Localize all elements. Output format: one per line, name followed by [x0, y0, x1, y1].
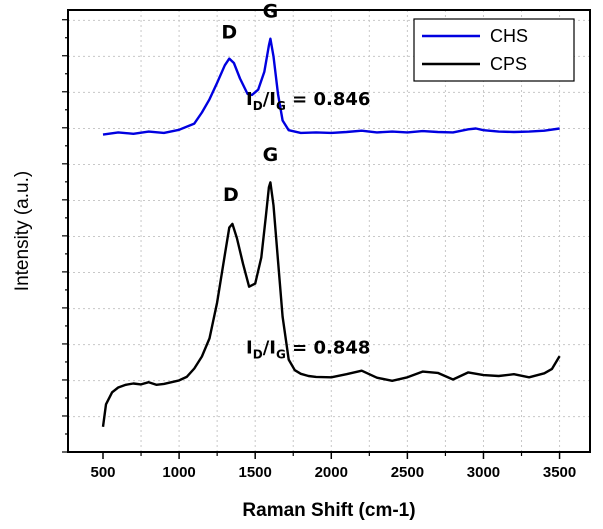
- peak-label-g: G: [263, 1, 279, 23]
- x-tick-label: 1000: [162, 464, 195, 481]
- series-line-cps: [101, 181, 561, 427]
- x-axis-label: Raman Shift (cm-1): [242, 500, 415, 521]
- ratio-part: = 0.848: [286, 337, 371, 358]
- legend-label-chs: CHS: [490, 26, 528, 46]
- plot-frame: [67, 9, 591, 453]
- ratio-subscript: D: [253, 99, 263, 113]
- x-tick-label: 500: [90, 464, 115, 481]
- peak-label-d: D: [223, 184, 239, 206]
- legend: CHS CPS: [413, 18, 575, 82]
- peak-label-d: D: [221, 22, 237, 44]
- x-tick-label: 2500: [391, 464, 424, 481]
- y-axis-label: Intensity (a.u.): [12, 171, 33, 291]
- ratio-subscript: G: [276, 347, 286, 361]
- ratio-part: /I: [263, 89, 276, 110]
- series-line-chs: [102, 37, 560, 136]
- ratio-subscript: D: [253, 347, 263, 361]
- ratio-part: I: [246, 337, 253, 358]
- peak-label-g: G: [263, 144, 279, 166]
- ratio-subscript: G: [276, 99, 286, 113]
- ratio-label: ID/IG = 0.846: [246, 89, 370, 113]
- x-tick-label: 3000: [467, 464, 500, 481]
- x-tick-label: 3500: [543, 464, 576, 481]
- ratio-part: I: [246, 89, 253, 110]
- series-group: [101, 37, 561, 427]
- ratio-label: ID/IG = 0.848: [246, 337, 370, 361]
- legend-label-cps: CPS: [490, 54, 527, 74]
- x-tick-label: 2000: [315, 464, 348, 481]
- x-tick-label: 1500: [239, 464, 272, 481]
- ratio-part: = 0.846: [286, 89, 371, 110]
- grid-lines: [68, 10, 590, 452]
- legend-box: [413, 18, 575, 82]
- ratio-part: /I: [263, 337, 276, 358]
- axis-ticks: 500 1000 1500 2000 2500 3000 3500: [62, 19, 576, 481]
